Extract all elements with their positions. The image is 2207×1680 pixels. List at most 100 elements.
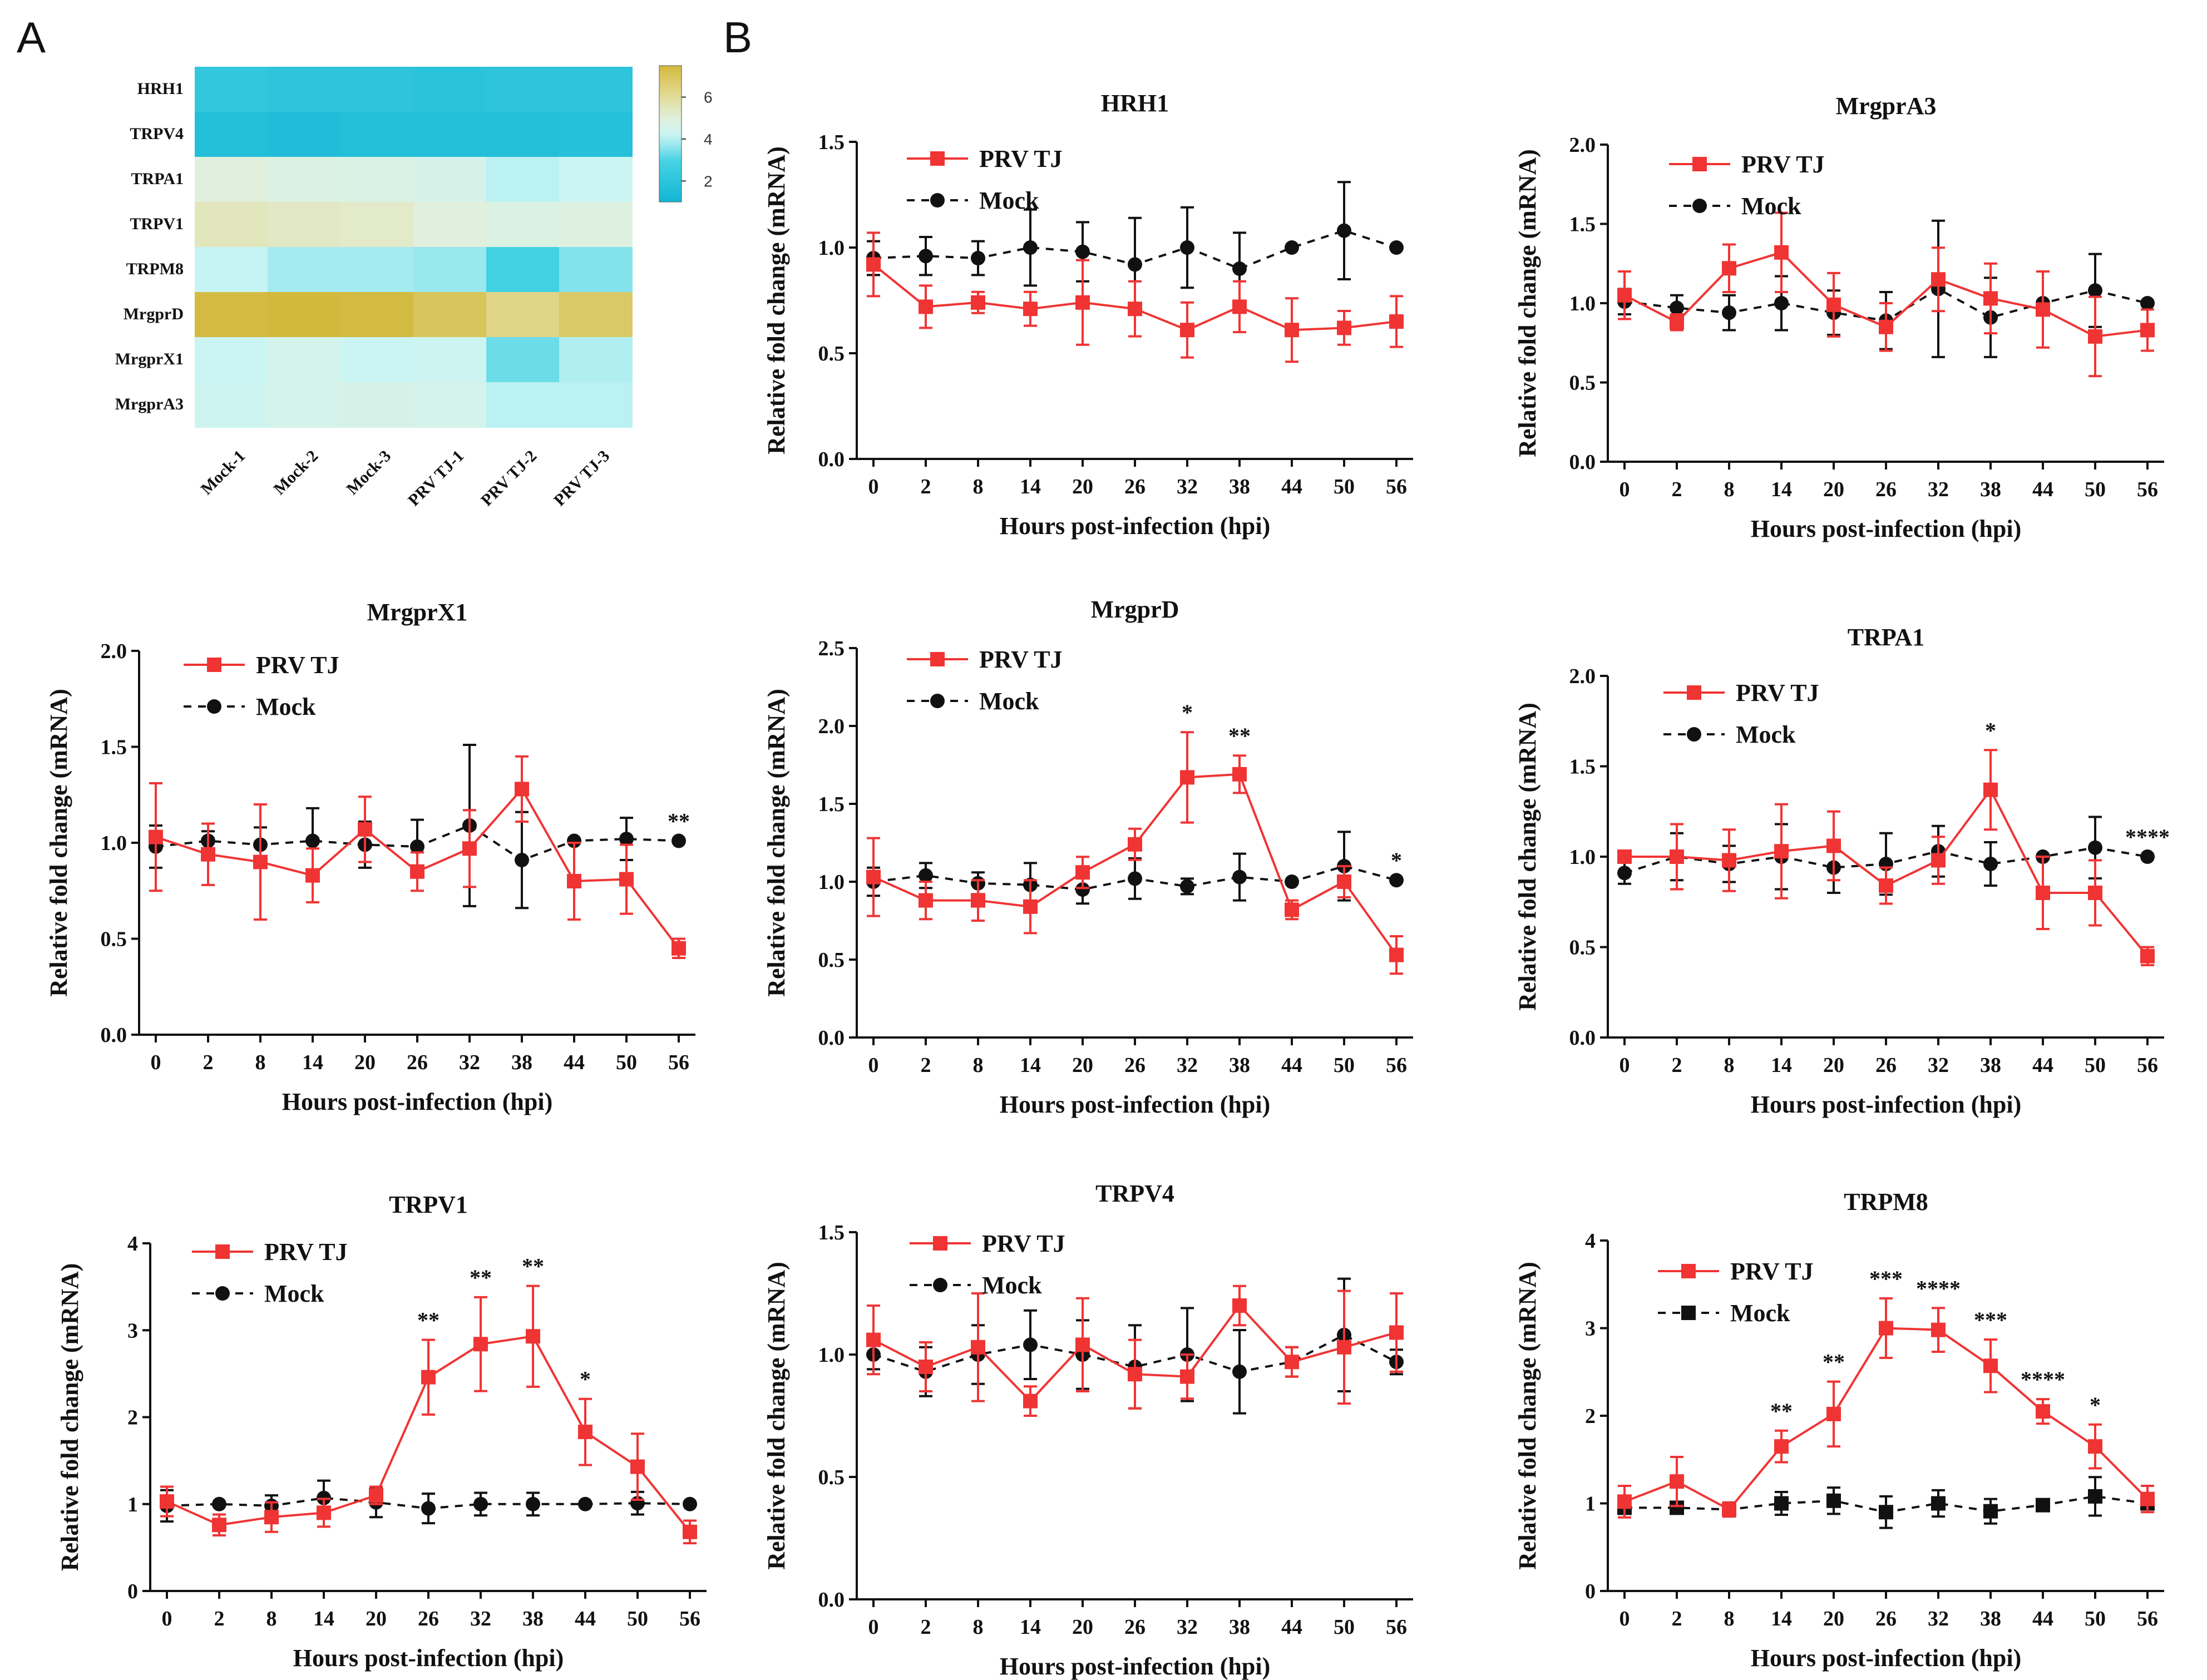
data-point: [1232, 869, 1247, 885]
data-point: [2036, 302, 2050, 317]
data-point: [1931, 1322, 1946, 1337]
data-point: [919, 893, 933, 908]
data-point: [1285, 323, 1299, 338]
x-tick-label: 44: [1281, 1054, 1302, 1077]
x-tick-label: 8: [973, 475, 984, 498]
x-tick-label: 50: [1334, 475, 1355, 498]
heatmap-cell: [340, 112, 414, 157]
x-tick-label: 14: [1771, 1054, 1792, 1077]
x-tick-label: 26: [1124, 475, 1146, 498]
heatmap-cell: [413, 67, 487, 112]
data-point: [369, 1488, 383, 1503]
data-point: [1180, 1369, 1194, 1384]
legend-marker: [930, 151, 945, 166]
line-chart-trpv4: TRPV4 0.0 0.5 1.0 1.5 0 2 8 14 20 26 32 38 44 50 56 Hour…: [763, 1180, 1413, 1680]
heatmap-row-label: MrgprA3: [115, 394, 184, 413]
heatmap-cell: [413, 157, 487, 202]
x-tick-label: 50: [2085, 1607, 2106, 1630]
x-tick-label: 14: [1771, 1607, 1792, 1630]
heatmap-cell: [486, 337, 560, 383]
x-tick-label: 20: [1072, 475, 1093, 498]
data-point: [1128, 1367, 1142, 1382]
heatmap-cell: [413, 292, 487, 338]
data-point: [1023, 1337, 1038, 1352]
data-point: [683, 1496, 697, 1511]
data-point: [971, 295, 985, 310]
x-tick-label: 50: [616, 1051, 637, 1074]
series-line-mock: [873, 1333, 1397, 1373]
x-tick-label: 0: [868, 1054, 879, 1077]
y-tick-label: 1.0: [101, 832, 127, 855]
x-tick-label: 14: [1020, 1054, 1041, 1077]
data-point: [1232, 299, 1247, 314]
data-point: [149, 829, 163, 844]
x-tick-label: 38: [1229, 1615, 1250, 1639]
data-point: [1128, 871, 1142, 886]
data-point: [305, 868, 320, 883]
data-point: [212, 1496, 226, 1511]
significance-label: *: [1182, 700, 1193, 725]
data-point: [1075, 882, 1090, 897]
data-point: [201, 847, 215, 862]
x-tick-label: 14: [313, 1607, 334, 1630]
data-point: [1285, 240, 1299, 255]
x-tick-label: 2: [1672, 478, 1682, 501]
heatmap-cell: [486, 292, 560, 338]
data-point: [1931, 853, 1946, 868]
data-point: [1232, 1298, 1247, 1313]
y-tick-label: 2: [1585, 1405, 1596, 1428]
x-tick-label: 20: [1823, 1607, 1844, 1630]
heatmap-cell: [340, 337, 414, 383]
x-tick-label: 2: [921, 1054, 931, 1077]
panel-a-label: A: [17, 13, 46, 62]
x-tick-label: 44: [564, 1051, 585, 1074]
heatmap-cell: [195, 292, 268, 338]
heatmap-cell: [486, 247, 560, 293]
chart-title: MrgprX1: [367, 599, 468, 626]
significance-label: ****: [1916, 1276, 1961, 1301]
data-point: [305, 833, 320, 848]
x-axis-label: Hours post-infection (hpi): [1751, 1091, 2021, 1118]
data-point: [2088, 886, 2102, 900]
x-tick-label: 0: [151, 1051, 161, 1074]
y-axis-label: Relative fold change (mRNA): [763, 1262, 790, 1570]
y-tick-label: 2.5: [818, 637, 845, 660]
data-point: [866, 1332, 881, 1347]
data-point: [1670, 849, 1684, 864]
y-tick-label: 0.0: [1569, 451, 1596, 474]
x-tick-label: 44: [1281, 1615, 1302, 1639]
x-tick-label: 50: [2085, 1054, 2106, 1077]
legend-label: Mock: [982, 1272, 1042, 1299]
data-point: [1617, 866, 1632, 881]
data-point: [567, 874, 581, 888]
heatmap-cell: [413, 337, 487, 383]
legend-marker: [207, 699, 221, 714]
data-point: [1232, 1364, 1247, 1379]
data-point: [473, 1337, 488, 1352]
legend-label: Mock: [979, 187, 1039, 214]
heatmap-cell: [486, 112, 560, 157]
heatmap-cell: [195, 157, 268, 202]
data-point: [1180, 879, 1194, 894]
data-point: [1389, 314, 1404, 329]
data-point: [2140, 1491, 2155, 1506]
legend-label: Mock: [1741, 192, 1801, 220]
x-tick-label: 20: [354, 1051, 376, 1074]
data-point: [1774, 1439, 1789, 1454]
data-point: [1826, 297, 1841, 312]
data-point: [672, 941, 686, 956]
heatmap-cell: [268, 337, 341, 383]
x-tick-label: 32: [470, 1607, 491, 1630]
data-point: [1075, 865, 1090, 880]
data-point: [1879, 878, 1893, 893]
legend-label: PRV TJ: [1730, 1258, 1814, 1285]
legend-marker: [930, 694, 945, 708]
data-point: [1232, 261, 1247, 276]
data-point: [971, 1340, 985, 1355]
legend-label: PRV TJ: [264, 1238, 348, 1266]
y-tick-label: 1: [1585, 1493, 1596, 1516]
x-tick-label: 14: [1020, 1615, 1041, 1639]
data-point: [1075, 295, 1090, 310]
heatmap-cell: [559, 67, 633, 112]
data-point: [1931, 1496, 1946, 1511]
